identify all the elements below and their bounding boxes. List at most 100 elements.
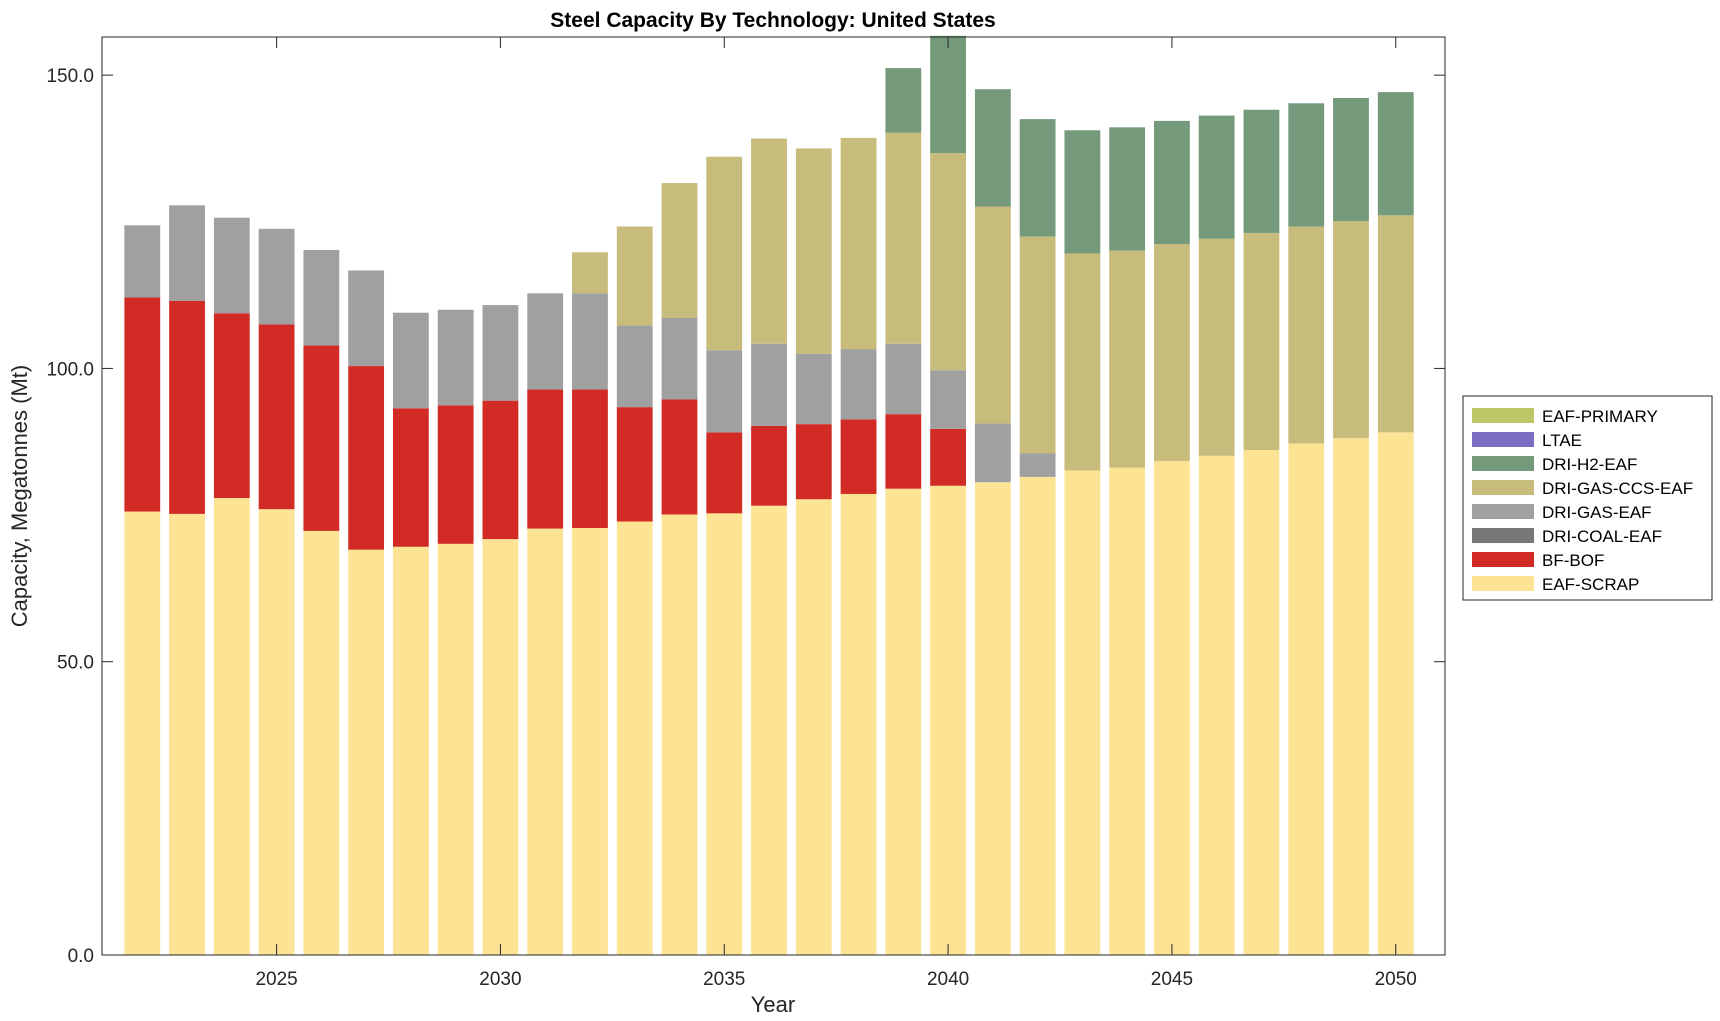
bar-eaf-scrap-2024: [213, 498, 250, 955]
bar-dri-gas-eaf-2026: [303, 249, 340, 346]
bar-bf-bof-2024: [213, 313, 250, 499]
bar-dri-gas-eaf-2034: [661, 317, 698, 400]
bar-eaf-scrap-2028: [392, 546, 429, 955]
bar-eaf-scrap-2027: [348, 549, 385, 955]
bar-dri-h2-eaf-2050: [1377, 92, 1414, 216]
bar-dri-gas-ccs-eaf-2039: [885, 132, 922, 344]
bar-dri-h2-eaf-2045: [1154, 120, 1190, 245]
bar-dri-gas-eaf-2037: [795, 353, 832, 425]
bar-dri-gas-eaf-2032: [572, 293, 608, 390]
x-tick-label: 2025: [255, 969, 297, 990]
bar-dri-gas-ccs-eaf-2032: [572, 252, 608, 294]
bar-dri-gas-ccs-eaf-2037: [795, 148, 832, 354]
legend-swatch-dri-coal-eaf: [1472, 528, 1534, 543]
y-tick-label: 50.0: [57, 653, 94, 674]
bar-bf-bof-2026: [303, 345, 340, 531]
bar-bf-bof-2036: [751, 425, 787, 506]
bar-eaf-scrap-2030: [482, 539, 519, 955]
bar-dri-gas-ccs-eaf-2035: [706, 156, 743, 351]
bar-eaf-scrap-2023: [169, 513, 205, 955]
x-tick-label: 2030: [479, 969, 521, 990]
legend-label-dri-coal-eaf: DRI-COAL-EAF: [1542, 527, 1662, 546]
bar-dri-gas-ccs-eaf-2044: [1109, 250, 1146, 468]
bar-dri-gas-ccs-eaf-2033: [616, 226, 653, 326]
bar-dri-gas-eaf-2039: [885, 343, 922, 415]
legend-swatch-dri-h2-eaf: [1472, 456, 1534, 471]
legend-swatch-eaf-primary: [1472, 408, 1534, 423]
legend-label-eaf-primary: EAF-PRIMARY: [1542, 407, 1658, 426]
bar-bf-bof-2025: [258, 324, 295, 510]
bar-bf-bof-2037: [795, 424, 832, 500]
bar-dri-gas-ccs-eaf-2049: [1333, 221, 1369, 439]
bar-eaf-scrap-2036: [751, 505, 787, 955]
bar-dri-gas-eaf-2033: [616, 325, 653, 408]
bar-bf-bof-2022: [124, 297, 161, 512]
bar-dri-gas-ccs-eaf-2048: [1288, 226, 1325, 444]
bar-dri-gas-ccs-eaf-2043: [1064, 253, 1101, 471]
y-tick-label: 100.0: [46, 359, 94, 380]
bar-eaf-scrap-2045: [1154, 461, 1190, 955]
bar-dri-gas-eaf-2030: [482, 305, 519, 401]
bar-dri-h2-eaf-2044: [1109, 127, 1146, 251]
bar-bf-bof-2027: [348, 366, 385, 550]
bar-eaf-scrap-2026: [303, 530, 340, 955]
bar-eaf-scrap-2038: [840, 493, 877, 955]
bar-bf-bof-2039: [885, 414, 922, 489]
bar-dri-gas-ccs-eaf-2036: [751, 138, 787, 344]
legend: EAF-PRIMARY LTAE DRI-H2-EAF DRI-GAS-CCS-EAF…: [1462, 395, 1713, 601]
bar-eaf-scrap-2044: [1109, 467, 1146, 955]
legend-swatch-dri-gas-eaf: [1472, 504, 1534, 519]
bar-dri-gas-ccs-eaf-2040: [930, 153, 966, 371]
bar-bf-bof-2028: [392, 408, 429, 547]
bar-dri-gas-eaf-2042: [1019, 453, 1056, 477]
bar-eaf-scrap-2031: [527, 528, 564, 955]
bar-dri-gas-ccs-eaf-2045: [1154, 244, 1190, 462]
bar-dri-gas-eaf-2029: [437, 309, 474, 406]
bar-dri-h2-eaf-2042: [1019, 119, 1056, 237]
bar-eaf-scrap-2039: [885, 488, 922, 955]
bar-dri-gas-eaf-2038: [840, 349, 877, 420]
bar-eaf-scrap-2050: [1377, 432, 1414, 955]
bar-dri-h2-eaf-2040: [930, 35, 966, 154]
legend-swatch-ltae: [1472, 432, 1534, 447]
x-tick-label: 2050: [1375, 969, 1417, 990]
bar-dri-gas-ccs-eaf-2038: [840, 137, 877, 350]
bar-eaf-scrap-2046: [1198, 455, 1235, 955]
bar-bf-bof-2040: [930, 428, 966, 486]
legend-label-dri-h2-eaf: DRI-H2-EAF: [1542, 455, 1637, 474]
bar-dri-h2-eaf-2049: [1333, 98, 1369, 222]
bar-dri-gas-ccs-eaf-2034: [661, 183, 698, 318]
legend-swatch-dri-gas-ccs-eaf: [1472, 480, 1534, 495]
bar-eaf-scrap-2049: [1333, 438, 1369, 956]
bar-dri-h2-eaf-2043: [1064, 130, 1101, 254]
bar-dri-h2-eaf-2048: [1288, 103, 1325, 227]
bar-eaf-scrap-2035: [706, 513, 743, 955]
bar-eaf-scrap-2043: [1064, 470, 1101, 955]
bar-bf-bof-2038: [840, 419, 877, 494]
bar-dri-gas-eaf-2041: [974, 423, 1011, 483]
bar-dri-gas-eaf-2040: [930, 370, 966, 429]
bar-dri-h2-eaf-2039: [885, 68, 922, 133]
y-tick-label: 150.0: [46, 66, 94, 87]
bar-bf-bof-2030: [482, 400, 519, 540]
x-axis-title: Year: [751, 992, 795, 1017]
bar-bf-bof-2032: [572, 389, 608, 528]
bar-eaf-scrap-2033: [616, 521, 653, 955]
bar-dri-h2-eaf-2046: [1198, 115, 1235, 239]
bar-dri-gas-ccs-eaf-2050: [1377, 215, 1414, 433]
bar-dri-gas-eaf-2022: [124, 225, 161, 298]
bar-eaf-scrap-2047: [1243, 449, 1280, 955]
bar-eaf-scrap-2029: [437, 543, 474, 955]
legend-label-ltae: LTAE: [1542, 431, 1582, 450]
bar-dri-gas-ccs-eaf-2042: [1019, 236, 1056, 454]
axis-ticks: 2025 2030 2035 2040 2045 2050 0.0 50.0 100.0 150.…: [46, 37, 1445, 990]
y-axis-title: Capacity, Megatonnes (Mt): [7, 365, 32, 627]
bar-dri-gas-eaf-2028: [392, 312, 429, 409]
legend-swatch-bf-bof: [1472, 552, 1534, 567]
bar-dri-gas-eaf-2027: [348, 270, 385, 367]
bar-eaf-scrap-2040: [930, 485, 966, 955]
bar-bf-bof-2023: [169, 300, 205, 514]
bar-dri-h2-eaf-2041: [974, 89, 1011, 207]
bar-dri-gas-eaf-2031: [527, 293, 564, 390]
